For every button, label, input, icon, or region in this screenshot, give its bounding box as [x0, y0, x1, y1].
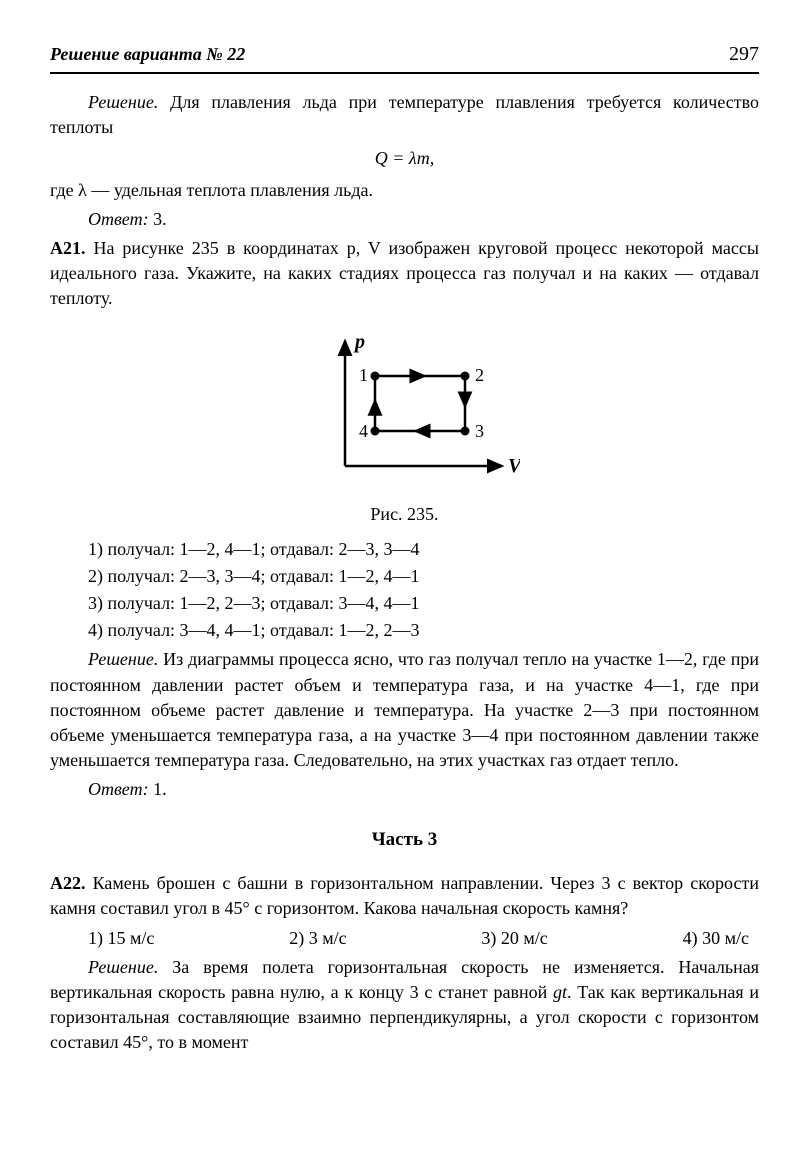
answer-label: Ответ:: [88, 779, 149, 799]
a21-label: А21.: [50, 238, 86, 258]
a22-label: А22.: [50, 873, 86, 893]
solution-label: Решение.: [88, 649, 158, 669]
a21-options: 1) получал: 1—2, 4—1; отдавал: 2—3, 3—4 …: [88, 537, 759, 644]
a22-options: 1) 15 м/с 2) 3 м/с 3) 20 м/с 4) 30 м/с: [88, 926, 749, 951]
a22-option-3: 3) 20 м/с: [481, 926, 547, 951]
answer-line: Ответ: 3.: [50, 207, 759, 232]
a22-option-1: 1) 15 м/с: [88, 926, 154, 951]
answer-value: 1.: [149, 779, 167, 799]
option-3: 3) получал: 1—2, 2—3; отдавал: 3—4, 4—1: [88, 591, 759, 616]
answer-value: 3.: [149, 209, 167, 229]
pv-diagram: p V 1 2 3 4: [290, 326, 520, 496]
svg-text:2: 2: [475, 365, 484, 385]
a22-problem: А22. Камень брошен с башни в горизонталь…: [50, 871, 759, 921]
header-title: Решение варианта № 22: [50, 42, 245, 67]
equation-q: Q = λm,: [50, 146, 759, 171]
a22-solution: Решение. За время полета горизонтальная …: [50, 955, 759, 1056]
svg-text:p: p: [353, 331, 365, 353]
option-4: 4) получал: 3—4, 4—1; отдавал: 1—2, 2—3: [88, 618, 759, 643]
a22-text: Камень брошен с башни в горизонтальном н…: [50, 873, 759, 918]
solution-label: Решение.: [88, 92, 158, 112]
a21-problem: А21. На рисунке 235 в координатах p, V и…: [50, 236, 759, 312]
a22-gt: gt: [553, 982, 567, 1002]
svg-text:3: 3: [475, 421, 484, 441]
a22-option-2: 2) 3 м/с: [289, 926, 346, 951]
option-2: 2) получал: 2—3, 3—4; отдавал: 1—2, 4—1: [88, 564, 759, 589]
part3-title: Часть 3: [50, 827, 759, 854]
svg-text:V: V: [508, 455, 520, 477]
figure-caption: Рис. 235.: [50, 502, 759, 527]
figure-235: p V 1 2 3 4: [50, 326, 759, 496]
svg-text:4: 4: [359, 421, 368, 441]
svg-text:1: 1: [359, 365, 368, 385]
page-header: Решение варианта № 22 297: [50, 40, 759, 74]
solution-label: Решение.: [88, 957, 158, 977]
page-number: 297: [729, 40, 759, 68]
solution-paragraph: Решение. Для плавления льда при температ…: [50, 90, 759, 140]
answer-label: Ответ:: [88, 209, 149, 229]
a21-text: На рисунке 235 в координатах p, V изобра…: [50, 238, 759, 308]
a21-answer: Ответ: 1.: [50, 777, 759, 802]
a21-solution: Решение. Из диаграммы процесса ясно, что…: [50, 647, 759, 773]
a22-option-4: 4) 30 м/с: [683, 926, 749, 951]
option-1: 1) получал: 1—2, 4—1; отдавал: 2—3, 3—4: [88, 537, 759, 562]
where-text: где λ — удельная теплота плавления льда.: [50, 178, 759, 203]
